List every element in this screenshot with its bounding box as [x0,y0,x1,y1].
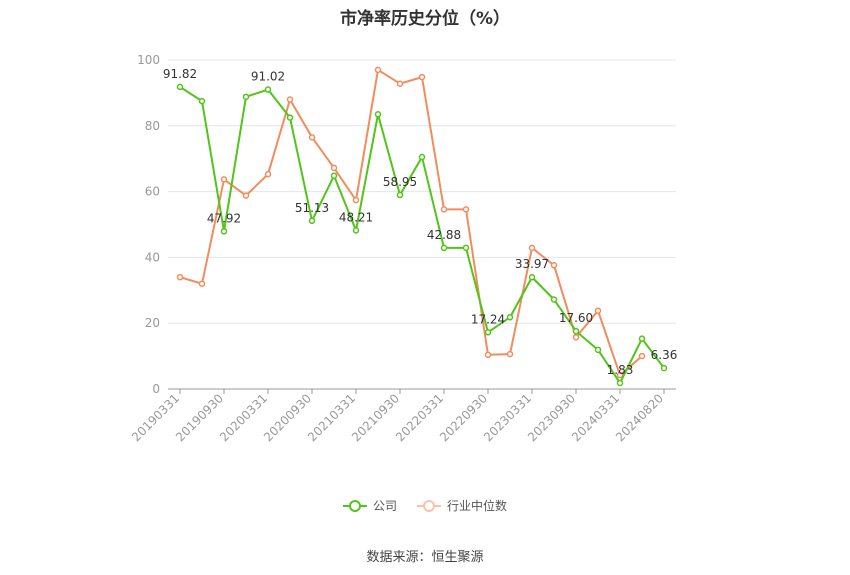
industry-point [528,244,536,252]
industry-point [220,176,228,183]
industry-point [198,280,206,287]
data-label: 1.83 [607,363,634,377]
company-point [484,329,492,336]
company-point [352,227,360,234]
company-point [330,172,338,180]
line-chart: 0204060801002019033120190930202003312020… [129,53,678,444]
company-point [220,228,228,235]
data-label: 6.36 [651,348,678,362]
industry-point [506,350,514,358]
legend-industry-swatch [417,499,441,513]
company-point [572,327,580,335]
company-point [440,244,448,252]
y-tick-label: 0 [152,382,160,396]
data-label: 17.60 [559,311,593,325]
company-point [286,114,294,121]
legend-company-label: 公司 [372,499,397,513]
company-point [616,379,624,387]
industry-point [242,192,250,199]
industry-point [176,273,184,281]
industry-point [374,66,382,74]
legend-item-industry-median[interactable]: 行业中位数 [417,497,507,514]
legend-industry-label: 行业中位数 [447,499,508,513]
industry-point [572,334,580,341]
data-label: 42.88 [427,228,461,242]
data-label: 33.97 [515,257,549,271]
legend-item-company[interactable]: 公司 [342,497,397,514]
industry-point [440,206,448,213]
data-label: 58.95 [383,175,417,189]
industry-point [396,80,404,87]
series-line-company [179,86,665,384]
company-point [528,273,536,281]
chart-title: 市净率历史分位（%） [339,9,511,29]
series-line-industry-median [179,68,643,377]
industry-point [352,196,360,204]
data-label: 48.21 [339,210,373,224]
company-point [242,93,250,101]
industry-point [638,352,646,360]
data-label: 91.82 [163,67,197,81]
source-note: 数据来源：恒生聚源 [366,550,484,565]
data-label: 51.13 [295,201,329,215]
chart-legend: 公司 行业中位数 [0,497,850,514]
y-tick-label: 100 [137,53,160,67]
company-point [374,111,382,118]
industry-point [550,262,558,269]
industry-point [286,96,294,103]
industry-point [418,73,426,81]
data-label: 47.92 [207,211,241,225]
company-point [638,335,646,342]
company-point [660,364,668,372]
y-tick-label: 20 [145,316,160,330]
industry-point [462,206,470,213]
company-point [264,86,272,93]
industry-point [616,371,624,379]
y-tick-label: 80 [145,119,160,133]
industry-point [264,170,272,178]
company-point [506,314,514,321]
industry-point [330,164,338,172]
y-tick-label: 60 [145,185,160,199]
company-point [176,83,184,91]
industry-point [594,307,602,314]
company-point [396,191,404,199]
legend-company-swatch [342,499,367,513]
company-point [418,153,426,161]
x-tick-label: 20240820 [613,391,666,444]
company-point [594,346,602,354]
data-label: 17.24 [471,312,505,326]
y-tick-label: 40 [145,250,160,264]
company-point [198,97,206,105]
data-label: 91.02 [251,70,285,84]
company-point [308,217,316,225]
industry-point [308,134,316,141]
company-point [462,244,470,252]
industry-point [484,351,492,359]
company-point [550,296,558,303]
